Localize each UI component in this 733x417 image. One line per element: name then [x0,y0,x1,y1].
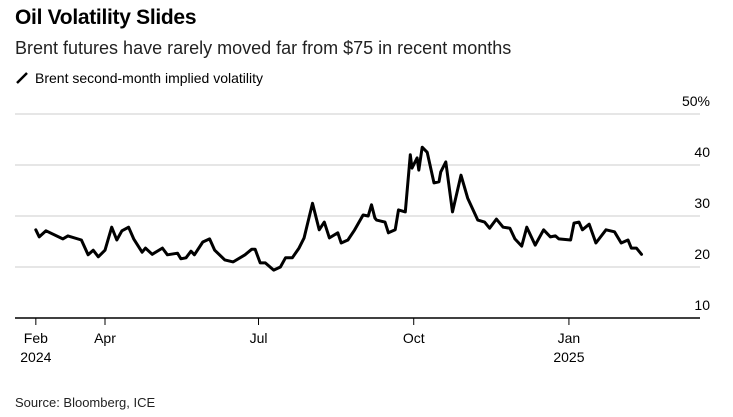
legend: Brent second-month implied volatility [15,70,263,86]
y-tick-label: 40 [694,144,710,160]
chart-subtitle: Brent futures have rarely moved far from… [15,38,512,58]
x-tick-label: Feb [24,330,48,346]
x-tick-label: Jan [558,330,581,346]
x-tick-year-label: 2025 [553,349,584,365]
y-tick-label: 30 [694,195,710,211]
x-tick-label: Jul [250,330,268,346]
legend-label: Brent second-month implied volatility [35,70,263,86]
x-tick-year-label: 2024 [20,349,51,365]
x-tick-label: Apr [94,330,116,346]
chart-title: Oil Volatility Slides [15,6,197,29]
source-note: Source: Bloomberg, ICE [15,395,156,410]
legend-line-icon [16,72,28,84]
x-tick-label: Oct [403,330,425,346]
y-tick-label: 50% [682,93,710,109]
series-line-brent-implied-volatility [34,145,643,272]
y-tick-label: 20 [694,246,710,262]
y-tick-label: 10 [694,297,710,313]
